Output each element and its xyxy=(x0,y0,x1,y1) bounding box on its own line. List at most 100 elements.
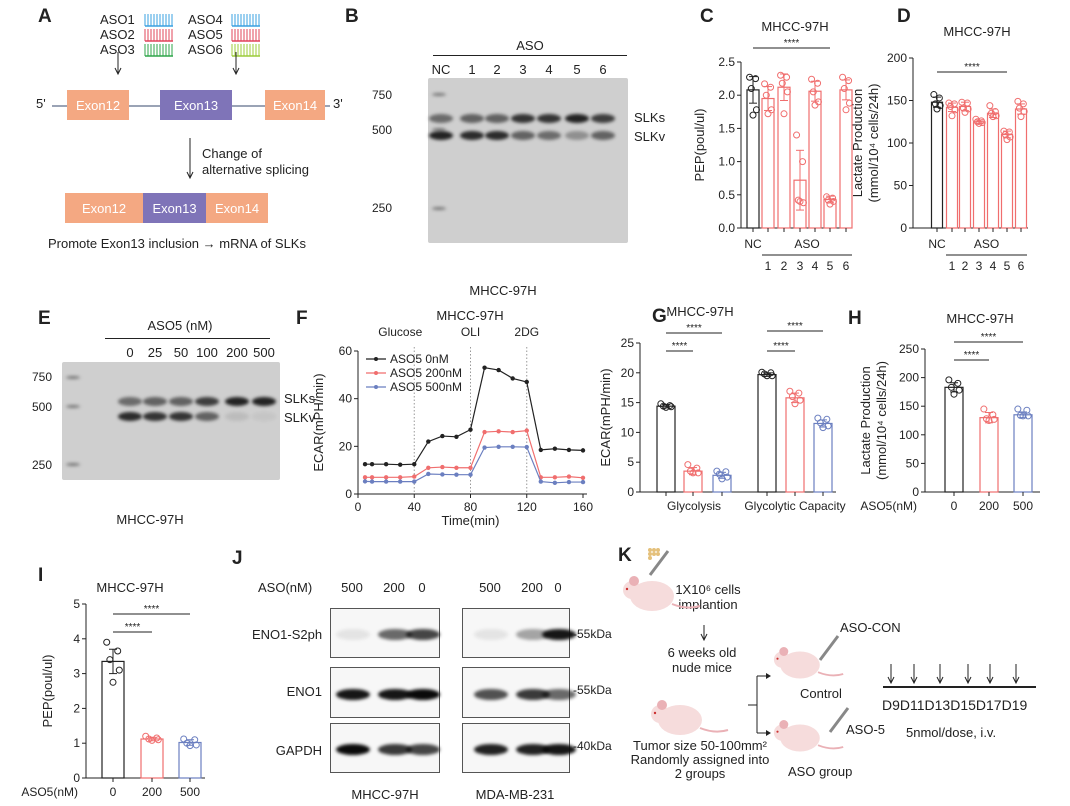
y-tick-label: 250 xyxy=(899,342,919,356)
data-point xyxy=(783,73,791,81)
series-point xyxy=(580,479,586,485)
data-point xyxy=(992,112,1000,120)
data-point xyxy=(767,83,775,91)
gel-e-group-line xyxy=(105,338,270,339)
spliced-exon12: Exon12 xyxy=(65,193,143,223)
row-label-gapdh: GAPDH xyxy=(275,743,322,758)
y-tick-label: 40 xyxy=(339,392,353,406)
data-point xyxy=(961,108,969,116)
series-point xyxy=(397,462,403,467)
series-point xyxy=(362,479,368,484)
blot-eno1-s2ph xyxy=(330,608,440,658)
cell-cluster-icon xyxy=(652,552,656,556)
data-point xyxy=(799,199,807,207)
y-tick-label: 20 xyxy=(621,366,635,380)
slks-band xyxy=(565,114,589,123)
tumor-line1: Tumor size 50-100mm² xyxy=(633,738,767,753)
x-group-label: Glycolysis xyxy=(667,499,721,513)
three-prime-label: 3' xyxy=(333,96,343,111)
data-point xyxy=(109,678,117,686)
dose-lane-label: 500 xyxy=(479,580,501,595)
kda-label: -55kDa xyxy=(573,683,612,697)
series-point xyxy=(454,465,459,470)
protein-band xyxy=(336,688,370,700)
data-point xyxy=(796,197,804,205)
arrow-right-icon xyxy=(766,673,771,679)
data-point xyxy=(106,656,114,664)
cell-cluster-icon xyxy=(648,548,652,552)
cell-cluster-icon xyxy=(652,548,656,552)
lane-label: 6 xyxy=(599,62,607,77)
aso6-label: ASO6 xyxy=(188,42,223,57)
kda-label: -55kDa xyxy=(573,627,612,641)
mouse-eye xyxy=(776,730,779,733)
protein-band xyxy=(378,629,412,640)
slkv-band xyxy=(143,412,167,421)
bar xyxy=(761,97,775,229)
data-point xyxy=(662,403,670,411)
series-point xyxy=(454,472,459,477)
panel-label-j: J xyxy=(232,548,243,569)
arrow-right-icon: → xyxy=(202,236,216,251)
aso1-label: ASO1 xyxy=(100,12,135,27)
arrow-down-icon-head xyxy=(700,633,708,642)
cell-cluster-icon xyxy=(648,552,652,556)
aso4-label: ASO4 xyxy=(188,12,223,27)
series-point xyxy=(454,434,459,439)
mouse-head xyxy=(773,651,791,668)
dose-arrow-icon-head xyxy=(986,676,994,685)
syringe-icon xyxy=(648,550,670,576)
data-point xyxy=(777,71,785,79)
ladder-band xyxy=(66,405,80,408)
data-point xyxy=(799,158,807,166)
data-point xyxy=(819,424,827,432)
x-tick-label: 80 xyxy=(464,500,478,514)
data-point xyxy=(752,106,760,114)
series-point xyxy=(510,429,515,435)
protein-band xyxy=(406,744,440,755)
aso5-label: ASO5 xyxy=(188,27,223,42)
chart-title: MHCC-97H xyxy=(666,304,733,319)
data-point xyxy=(826,200,834,208)
cell-cluster-icon xyxy=(656,548,660,552)
gel-b-cell-line: MHCC-97H xyxy=(469,283,537,298)
data-point xyxy=(945,376,953,384)
bar xyxy=(1014,108,1028,229)
panel-label-k: K xyxy=(618,545,632,566)
lane-label: 0 xyxy=(126,345,134,360)
slkv-band xyxy=(195,412,219,421)
slkv-band xyxy=(591,131,615,140)
x-tick-label: 0 xyxy=(951,499,958,513)
series-point xyxy=(510,444,515,450)
data-point xyxy=(747,85,755,93)
data-point xyxy=(763,372,771,380)
control-label: Control xyxy=(800,686,842,701)
y-axis-label: PEP(poul/ul) xyxy=(692,109,707,182)
data-point xyxy=(823,415,831,423)
y-tick-label: 50 xyxy=(894,179,908,193)
chart-title: MHCC-97H xyxy=(96,580,163,595)
series-point xyxy=(552,446,558,451)
gel-e-group-label: ASO5 (nM) xyxy=(147,318,213,333)
data-point xyxy=(667,403,675,411)
protein-band xyxy=(474,744,508,755)
y-tick-label: 10 xyxy=(621,425,635,439)
slks-band xyxy=(511,114,535,123)
y-axis-label: Lactate Production xyxy=(850,89,865,197)
protein-band xyxy=(378,744,412,755)
legend-label: ASO5 500nM xyxy=(390,380,462,394)
data-point xyxy=(746,73,754,81)
mouse-icon xyxy=(773,720,844,752)
y-tick-label: 100 xyxy=(887,136,907,150)
data-point xyxy=(931,100,939,108)
protein-band xyxy=(336,629,370,640)
x-tick-label: 3 xyxy=(797,259,804,273)
blot-eno1 xyxy=(462,667,576,718)
bar xyxy=(777,86,791,229)
y-tick-label: 100 xyxy=(899,428,919,442)
data-point xyxy=(793,131,801,139)
series-point xyxy=(538,479,544,484)
slks-band xyxy=(225,397,249,406)
dose-lane-label: 500 xyxy=(341,580,363,595)
series-point xyxy=(566,447,572,453)
